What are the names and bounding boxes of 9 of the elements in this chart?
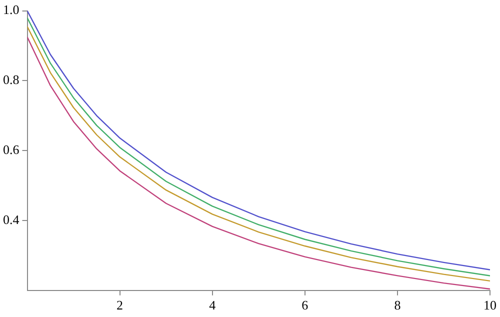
- x-tick-label: 4: [209, 298, 216, 313]
- y-tick-label: 0.4: [3, 212, 20, 227]
- x-tick-label: 2: [116, 298, 124, 313]
- y-tick-label: 1.0: [3, 2, 20, 18]
- x-tick-label: 8: [394, 298, 401, 313]
- y-tick-label: 0.8: [3, 72, 20, 88]
- x-tick-label: 10: [484, 298, 496, 313]
- y-tick-label: 0.6: [3, 142, 20, 158]
- x-tick-label: 6: [302, 298, 309, 313]
